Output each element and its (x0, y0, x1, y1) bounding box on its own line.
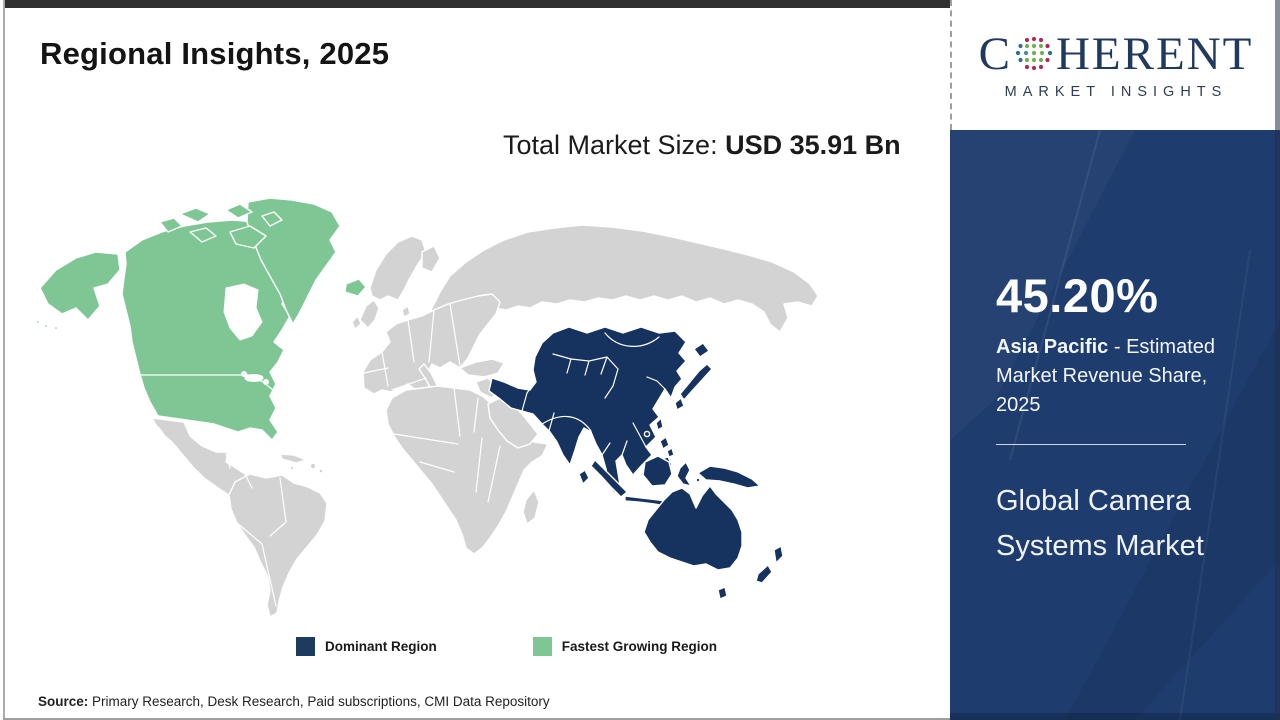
stat-desc-rest: - Estimated Market Revenue Share, 2025 (996, 336, 1215, 416)
arctic-island (229, 225, 267, 249)
country-cuba (279, 453, 307, 464)
moluccas-island (695, 477, 701, 483)
slide-bottom-border (3, 718, 950, 720)
country-australia (643, 485, 743, 571)
country-finland (421, 245, 441, 273)
aleutian-island (43, 323, 49, 329)
island-new-guinea (697, 465, 761, 489)
stat-value: 45.20% (996, 269, 1159, 322)
country-madagascar (522, 489, 540, 525)
borders-central-america (225, 453, 253, 489)
nz-north-island (773, 545, 784, 564)
legend-item-dominant: Dominant Region (296, 637, 437, 656)
philippines-island (666, 447, 675, 458)
borders-europe (363, 303, 461, 391)
source-note: Source: Primary Research, Desk Research,… (38, 694, 550, 709)
legend-swatch-fastest-growing (532, 637, 552, 656)
legend-swatch-dominant (296, 637, 315, 656)
border-india-north (541, 412, 592, 432)
country-russia (429, 224, 819, 333)
island-taiwan (655, 417, 664, 431)
island-hispaniola (309, 462, 317, 470)
island-hainan (643, 430, 651, 438)
sidebar: C HERENT MARKET INSIGHTS 45.20 (950, 0, 1280, 720)
country-ireland (351, 315, 362, 330)
great-lakes (241, 371, 247, 377)
panel-content: 45.20% Asia Pacific - Estimated Market R… (950, 130, 1280, 569)
slide-right-border (1275, 0, 1280, 720)
gulf-of-california (156, 426, 176, 452)
region-scandinavia (369, 235, 427, 301)
total-market-size-text: Total Market Size: USD 35.91 Bn (503, 126, 915, 165)
mainland-asia (488, 326, 687, 494)
total-market-size-value: USD 35.91 Bn (725, 130, 901, 160)
borders-central-asia (552, 353, 619, 399)
source-text: Primary Research, Desk Research, Paid su… (88, 694, 550, 709)
market-name: Global Camera Systems Market (996, 485, 1204, 562)
source-label: Source: (38, 694, 89, 709)
arctic-island (261, 211, 283, 227)
sidebar-panel: 45.20% Asia Pacific - Estimated Market R… (950, 130, 1280, 720)
border-iran-east (521, 382, 535, 412)
panel-bottom-strip (950, 713, 1280, 720)
coherent-globe-icon (1015, 36, 1053, 71)
world-map (30, 192, 940, 622)
region-south-america (228, 473, 328, 618)
country-uk (359, 299, 380, 329)
island-borneo (642, 455, 673, 487)
border-mongolia (604, 332, 660, 347)
nz-south-island (755, 564, 773, 584)
island-tasmania (717, 586, 728, 600)
country-alaska (39, 251, 121, 321)
arctic-island (179, 207, 211, 223)
philippines-island (659, 436, 670, 450)
slide-top-bar (4, 0, 1280, 8)
borders-south-america (235, 477, 287, 607)
japan-hokkaido (693, 342, 710, 358)
arctic-island (225, 203, 253, 219)
brand-letters-herent: HERENT (1055, 27, 1254, 80)
stat-region: Asia Pacific (996, 336, 1109, 358)
borders-africa (393, 387, 501, 503)
legend: Dominant Region Fastest Growing Region (296, 637, 717, 656)
country-sri-lanka (578, 469, 590, 485)
country-greenland (246, 197, 341, 325)
panel-decor-pattern (1009, 130, 1280, 720)
borders-indochina (601, 422, 647, 456)
divider-line (996, 444, 1186, 445)
arctic-island (159, 217, 183, 233)
total-market-size-label: Total Market Size: (503, 130, 726, 160)
island-sulawesi (676, 461, 692, 487)
world-map-svg (35, 197, 819, 618)
slide-left-border (3, 0, 5, 720)
aleutian-island (35, 319, 41, 325)
japan-kyushu (674, 397, 685, 411)
island-jamaica (289, 465, 295, 471)
legend-label-dominant: Dominant Region (325, 639, 437, 654)
region-north-america (35, 197, 367, 441)
region-rest-of-world (151, 224, 819, 618)
page-title: Regional Insights, 2025 (40, 36, 390, 71)
brand-logo: C HERENT MARKET INSIGHTS (950, 0, 1280, 130)
stat-description: Asia Pacific - Estimated Market Revenue … (996, 333, 1242, 420)
japan-honshu (679, 363, 713, 401)
border-usa-canada (127, 374, 274, 391)
hudson-bay (223, 283, 263, 341)
border-korea (646, 376, 666, 390)
brand-letter-c: C (978, 27, 1012, 80)
island-sumatra (590, 459, 628, 498)
brand-wordmark: C HERENT (978, 27, 1254, 80)
country-denmark (401, 305, 411, 318)
island-puerto-rico (318, 468, 324, 474)
legend-item-fastest-growing: Fastest Growing Region (532, 637, 718, 656)
country-iceland (344, 278, 367, 297)
arctic-island (189, 227, 217, 243)
country-turkey (459, 358, 505, 378)
aleutian-island (53, 325, 59, 331)
region-asia-pacific (488, 326, 784, 600)
brand-subtitle: MARKET INSIGHTS (1004, 83, 1228, 100)
legend-label-fastest-growing: Fastest Growing Region (561, 639, 718, 654)
